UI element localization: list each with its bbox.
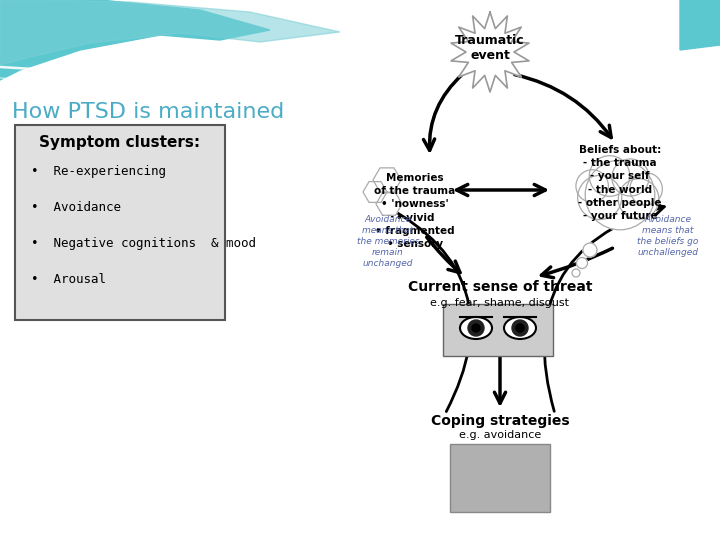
Text: e.g. avoidance: e.g. avoidance	[459, 430, 541, 440]
Polygon shape	[0, 0, 270, 80]
Text: e.g. fear, shame, disgust: e.g. fear, shame, disgust	[431, 298, 570, 308]
Text: •  Negative cognitions  & mood: • Negative cognitions & mood	[31, 237, 256, 250]
Circle shape	[468, 320, 484, 336]
Circle shape	[589, 156, 630, 197]
Text: Coping strategies: Coping strategies	[431, 414, 570, 428]
Text: •  Avoidance: • Avoidance	[31, 201, 121, 214]
Text: Memories
of the trauma
• 'nowness'
• vivid
• fragmented
• sensory: Memories of the trauma • 'nowness' • viv…	[374, 173, 456, 249]
FancyBboxPatch shape	[443, 304, 553, 356]
Ellipse shape	[460, 317, 492, 339]
Polygon shape	[363, 181, 387, 202]
Polygon shape	[0, 0, 340, 65]
Text: Traumatic
event: Traumatic event	[455, 34, 525, 62]
Circle shape	[618, 179, 659, 219]
Circle shape	[472, 324, 480, 332]
Text: •  Arousal: • Arousal	[31, 273, 106, 286]
Polygon shape	[376, 193, 402, 215]
FancyBboxPatch shape	[450, 444, 550, 512]
Text: •  Re-experiencing: • Re-experiencing	[31, 165, 166, 178]
Circle shape	[577, 176, 622, 220]
Polygon shape	[680, 0, 720, 50]
Circle shape	[577, 258, 588, 268]
Circle shape	[583, 243, 597, 257]
Text: Symptom clusters:: Symptom clusters:	[40, 135, 201, 150]
Polygon shape	[373, 168, 401, 192]
Circle shape	[512, 320, 528, 336]
Circle shape	[612, 159, 649, 196]
Circle shape	[630, 173, 662, 205]
Circle shape	[585, 160, 654, 230]
Circle shape	[572, 269, 580, 277]
Text: Current sense of threat: Current sense of threat	[408, 280, 593, 294]
FancyBboxPatch shape	[15, 125, 225, 320]
Text: Avoidance
means that
the beliefs go
unchallenged: Avoidance means that the beliefs go unch…	[637, 215, 698, 257]
Text: Avoidance
means that
the memories
remain
unchanged: Avoidance means that the memories remain…	[356, 215, 419, 268]
Ellipse shape	[504, 317, 536, 339]
Circle shape	[516, 324, 524, 332]
Text: Beliefs about:
- the trauma
- your self
- the world
- other people
- your future: Beliefs about: - the trauma - your self …	[578, 145, 662, 221]
Circle shape	[576, 170, 608, 202]
Polygon shape	[451, 12, 529, 92]
Text: How PTSD is maintained: How PTSD is maintained	[12, 102, 284, 122]
